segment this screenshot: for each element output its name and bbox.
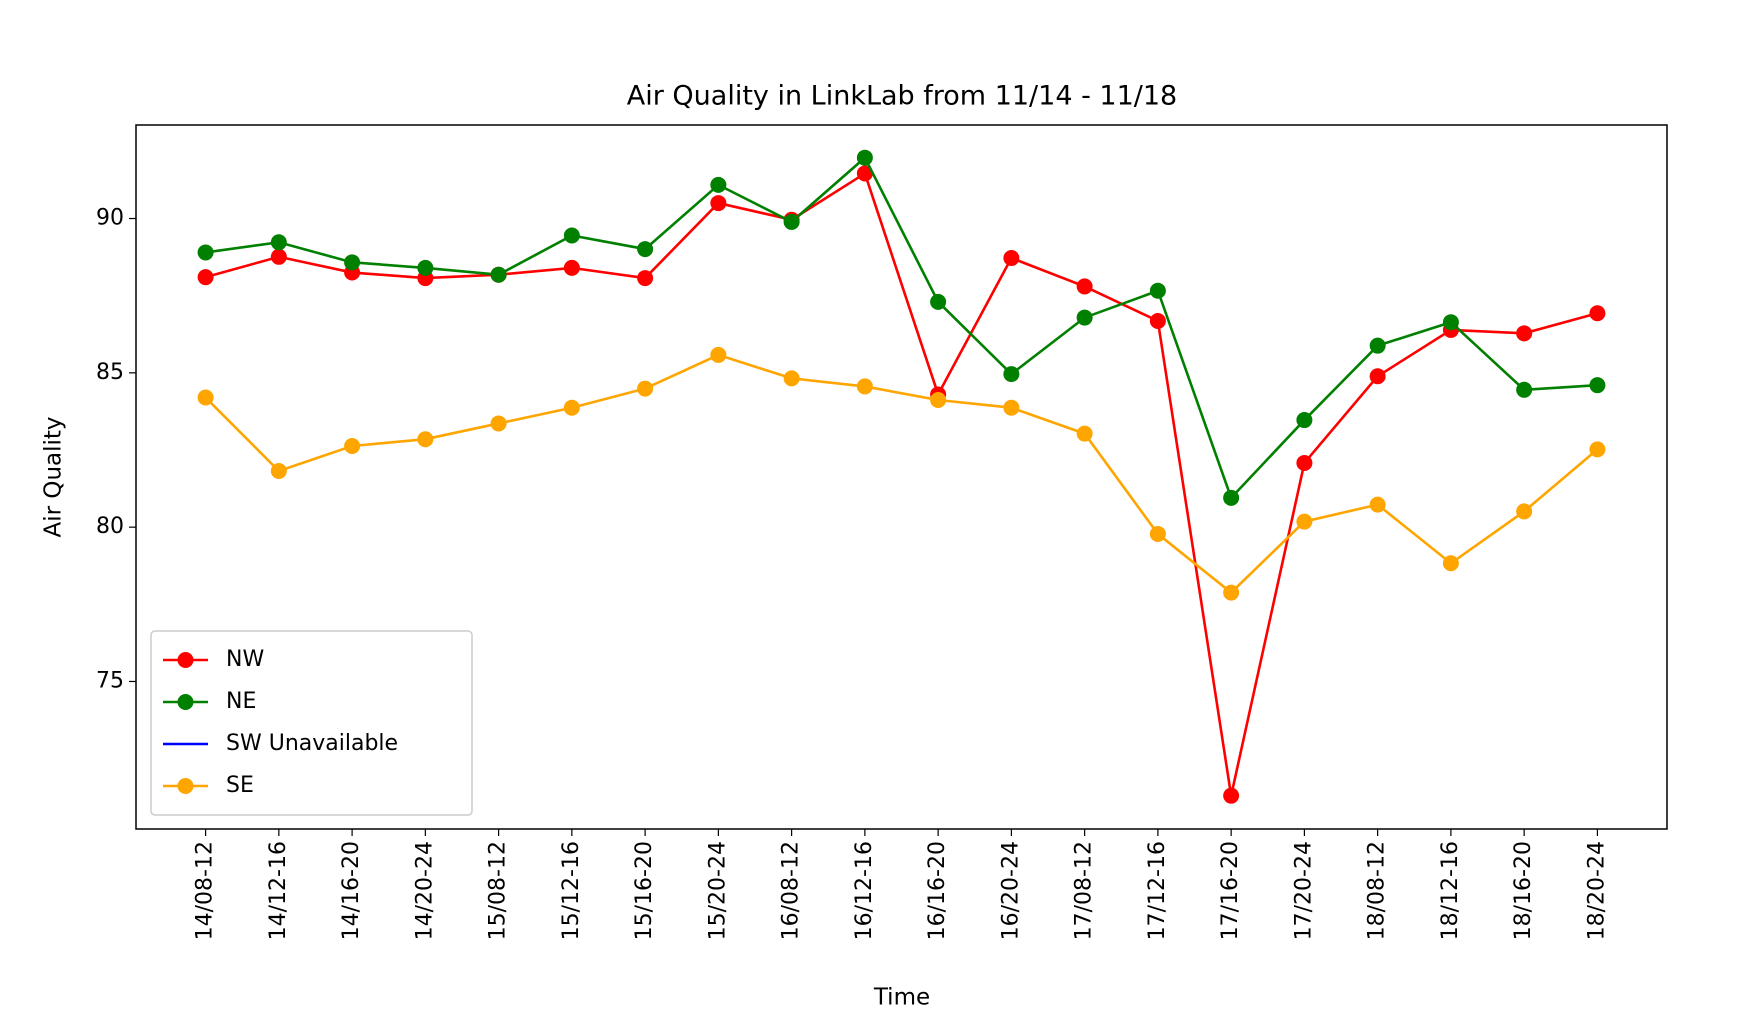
x-tick-label: 16/12-16 bbox=[852, 841, 877, 940]
point bbox=[1223, 489, 1240, 506]
x-tick-label: 14/08-12 bbox=[193, 841, 218, 940]
point bbox=[1223, 584, 1240, 601]
x-tick-label: 15/12-16 bbox=[559, 841, 584, 940]
point bbox=[270, 234, 287, 251]
series-line bbox=[205, 171, 1598, 796]
point bbox=[197, 389, 214, 406]
point bbox=[270, 248, 287, 265]
point bbox=[930, 391, 947, 408]
point bbox=[1369, 337, 1386, 354]
point bbox=[1149, 282, 1166, 299]
point bbox=[1516, 381, 1533, 398]
point bbox=[1149, 312, 1166, 329]
x-tick-label: 17/20-24 bbox=[1291, 841, 1316, 940]
point bbox=[344, 254, 361, 271]
point bbox=[1516, 325, 1533, 342]
x-tick-label: 16/16-20 bbox=[925, 841, 950, 940]
point bbox=[1369, 496, 1386, 513]
point bbox=[563, 227, 580, 244]
point bbox=[270, 462, 287, 479]
point bbox=[344, 437, 361, 454]
legend-marker bbox=[177, 778, 194, 794]
y-tick-label: 85 bbox=[96, 360, 124, 385]
point bbox=[490, 415, 507, 432]
series-line bbox=[205, 155, 1598, 501]
chart-title: Air Quality in LinkLab from 11/14 - 11/1… bbox=[627, 81, 1177, 112]
x-tick-label: 18/08-12 bbox=[1365, 841, 1390, 940]
x-tick-label: 18/12-16 bbox=[1438, 841, 1463, 940]
point bbox=[417, 431, 434, 448]
series-line bbox=[204, 353, 1599, 595]
y-tick-label: 80 bbox=[96, 514, 124, 539]
point bbox=[563, 259, 580, 276]
point bbox=[563, 399, 580, 416]
legend-label: SW Unavailable bbox=[226, 731, 398, 756]
x-tick-label: 14/16-20 bbox=[339, 841, 364, 940]
point bbox=[710, 195, 727, 212]
legend-marker bbox=[177, 694, 194, 710]
point bbox=[1003, 399, 1020, 416]
x-tick-label: 17/16-20 bbox=[1218, 841, 1243, 940]
point bbox=[1003, 366, 1020, 383]
x-tick-label: 17/08-12 bbox=[1072, 841, 1097, 940]
x-tick-label: 15/20-24 bbox=[705, 841, 730, 940]
legend-label: NW bbox=[226, 647, 264, 672]
point bbox=[710, 346, 727, 363]
x-tick-label: 16/08-12 bbox=[779, 841, 804, 940]
point bbox=[490, 266, 507, 283]
point bbox=[637, 270, 654, 287]
x-tick-label: 18/16-20 bbox=[1511, 841, 1536, 940]
point bbox=[710, 176, 727, 193]
x-tick-label: 16/20-24 bbox=[998, 841, 1023, 940]
x-axis-label: Time bbox=[873, 985, 930, 1011]
x-tick-label: 14/12-16 bbox=[266, 841, 291, 940]
point bbox=[930, 293, 947, 310]
point bbox=[1442, 314, 1459, 331]
legend-box bbox=[150, 630, 473, 816]
point bbox=[197, 244, 214, 261]
point bbox=[1223, 787, 1240, 804]
point bbox=[1589, 441, 1606, 458]
x-tick-label: 15/16-20 bbox=[632, 841, 657, 940]
point bbox=[637, 380, 654, 397]
point bbox=[1296, 412, 1313, 429]
y-axis-label: Air Quality bbox=[41, 416, 67, 537]
y-tick-label: 90 bbox=[96, 206, 124, 231]
point bbox=[856, 165, 873, 182]
point bbox=[1589, 377, 1606, 394]
point bbox=[783, 213, 800, 230]
point bbox=[1296, 454, 1313, 471]
point bbox=[1003, 250, 1020, 267]
point bbox=[1369, 368, 1386, 385]
point bbox=[1296, 513, 1313, 530]
x-tick-label: 17/12-16 bbox=[1145, 841, 1170, 940]
point bbox=[1442, 555, 1459, 572]
point bbox=[856, 378, 873, 395]
point bbox=[1076, 425, 1093, 442]
point bbox=[856, 149, 873, 166]
point bbox=[1516, 503, 1533, 520]
point bbox=[1589, 305, 1606, 322]
x-tick-label: 15/08-12 bbox=[486, 841, 511, 940]
y-tick-label: 75 bbox=[96, 668, 124, 693]
legend-marker bbox=[177, 652, 194, 668]
plot-frame bbox=[135, 124, 1668, 830]
legend-label: NE bbox=[226, 689, 256, 714]
point bbox=[783, 370, 800, 387]
x-tick-label: 18/20-24 bbox=[1584, 841, 1609, 940]
point bbox=[417, 259, 434, 276]
point bbox=[637, 241, 654, 258]
point bbox=[197, 269, 214, 286]
x-tick-label: 14/20-24 bbox=[412, 841, 437, 940]
legend-label: SE bbox=[226, 773, 254, 798]
point bbox=[1076, 309, 1093, 326]
point bbox=[1076, 278, 1093, 295]
point bbox=[1149, 525, 1166, 542]
